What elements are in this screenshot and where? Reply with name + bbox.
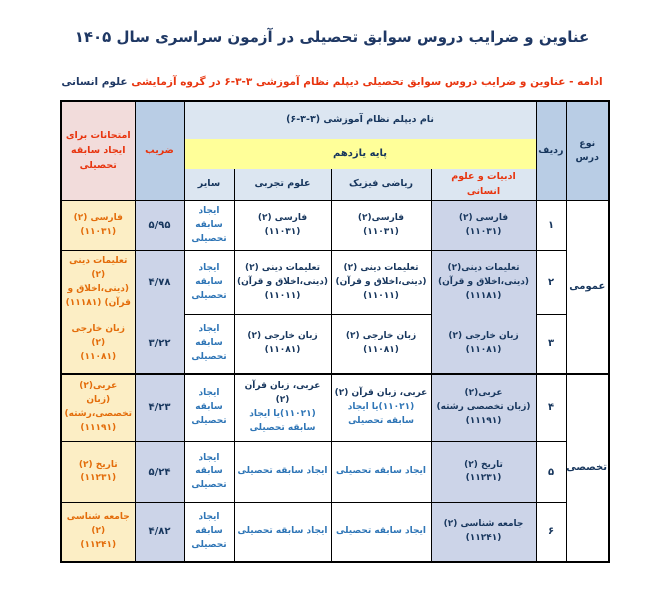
table-row: ۳ زبان خارجی (۲) (۱۱۰۸۱) زبان خارجی (۲) (۱… [60, 314, 609, 375]
subtitle-text: ادامه - عناوین و ضرایب دروس سوابق تحصیلی… [127, 76, 603, 88]
row-number: ۲ [535, 250, 567, 316]
coefficient-cell: ۴/۲۳ [134, 372, 185, 443]
header-exams: امتحانات برای ایجاد سابقه تحصیلی [60, 100, 136, 202]
experimental-cell: عربی، زبان قرآن (۲) (۱۱۰۲۱)یا ایجاد سابقه… [233, 372, 332, 443]
experimental-cell: ایجاد سابقه تحصیلی [233, 502, 332, 563]
course-type-specialized: تخصصی [565, 372, 610, 563]
humanities-cell: زبان خارجی (۲) (۱۱۰۸۱) [430, 314, 537, 375]
other-branch-cell: ایجاد سابقه تحصیلی [183, 372, 235, 443]
humanities-cell: فارسی (۲) (۱۱۰۳۱) [430, 200, 537, 252]
other-branch-cell: ایجاد سابقه تحصیلی [183, 441, 235, 504]
other-branch-cell: ایجاد سابقه تحصیلی [183, 250, 235, 316]
coefficient-cell: ۴/۷۸ [134, 250, 185, 315]
math-physics-cell: عربی، زبان قرآن (۲) (۱۱۰۲۱)یا ایجاد سابقه… [330, 372, 432, 443]
row-number: ۳ [535, 314, 567, 375]
header-row-1: نوع درس ردیف نام دیپلم نظام آموزشی (۳-۳-… [60, 100, 610, 202]
math-physics-cell: ایجاد سابقه تحصیلی [330, 502, 432, 563]
header-grade: پایه یازدهم [183, 139, 537, 169]
table-row: ۵ تاریخ (۲) (۱۱۲۳۱) ایجاد سابقه تحصیلی ایجا… [60, 441, 609, 504]
math-physics-cell-alt: (۱۱۰۲۱)یا ایجاد سابقه تحصیلی [347, 402, 415, 427]
course-type-general: عمومی [565, 200, 610, 375]
math-physics-cell-main: عربی، زبان قرآن (۲) [334, 388, 428, 399]
experimental-cell-alt: (۱۱۰۲۱)یا ایجاد سابقه تحصیلی [249, 409, 316, 434]
header-row-2: پایه یازدهم [61, 139, 609, 169]
header-diploma-name: نام دیپلم نظام آموزشی (۳-۳-۶) [183, 100, 537, 139]
experimental-cell: فارسی (۲) (۱۱۰۳۱) [233, 200, 332, 252]
other-branch-cell: ایجاد سابقه تحصیلی [183, 502, 235, 563]
coefficient-cell: ۴/۸۲ [134, 502, 185, 563]
humanities-cell: جامعه شناسی (۲) (۱۱۲۴۱) [430, 502, 537, 563]
row-number: ۴ [535, 372, 567, 443]
experimental-cell-main: عربی، زبان قرآن (۲) [244, 381, 321, 406]
math-physics-cell: تعلیمات دینی (۲) (دینی،اخلاق و قرآن) (۱۱… [330, 250, 432, 316]
coefficient-cell: ۵/۹۵ [134, 200, 185, 252]
row-number: ۵ [535, 441, 567, 504]
experimental-cell: ایجاد سابقه تحصیلی [233, 441, 332, 504]
header-coefficient: ضریب [134, 100, 185, 202]
humanities-cell: عربی(۲) (زبان تخصصی رشته) (۱۱۱۹۱) [430, 372, 537, 443]
header-row-3: ادبیات و علوم انسانی ریاضی فیزیک علوم تج… [61, 169, 609, 202]
header-course-type: نوع درس [565, 100, 610, 202]
humanities-cell: تعلیمات دینی(۲) (دینی،اخلاق و قرآن) (۱۱۱… [430, 250, 537, 315]
table-row: ۲ تعلیمات دینی(۲) (دینی،اخلاق و قرآن) (۱۱… [60, 250, 609, 316]
humanities-cell: تاریخ (۲) (۱۱۲۳۱) [430, 441, 537, 504]
experimental-cell: زبان خارجی (۲) (۱۱۰۸۱) [233, 314, 332, 375]
row-number: ۶ [535, 502, 567, 563]
coefficient-cell: ۳/۲۲ [134, 314, 185, 375]
exam-subject-cell: فارسی (۲) (۱۱۰۳۱) [60, 200, 136, 252]
subtitle-highlight: علوم انسانی [61, 76, 128, 88]
table-row: عمومی ۱ فارسی (۲) (۱۱۰۳۱) فارسی(۲) (۱۱۰۳۱) ف… [60, 200, 610, 375]
coefficient-cell: ۵/۲۴ [134, 441, 185, 504]
exam-subject-cell: تعلیمات دینی (۲) (دینی،اخلاق و قرآن) (۱۱… [60, 250, 136, 315]
coefficients-table: نوع درس ردیف نام دیپلم نظام آموزشی (۳-۳-… [60, 100, 610, 563]
header-branch-humanities: ادبیات و علوم انسانی [430, 169, 537, 202]
header-branch-other: سایر [183, 169, 235, 202]
header-row-no: ردیف [535, 100, 567, 202]
table-body: عمومی ۱ فارسی (۲) (۱۱۰۳۱) فارسی(۲) (۱۱۰۳۱) ف… [60, 200, 610, 563]
math-physics-cell: فارسی(۲) (۱۱۰۳۱) [330, 200, 432, 252]
other-branch-cell: ایجاد سابقه تحصیلی [183, 314, 235, 375]
math-physics-cell: ایجاد سابقه تحصیلی [330, 441, 432, 504]
exam-subject-cell: تاریخ (۲) (۱۱۲۳۱) [60, 441, 136, 504]
exam-subject-cell: زبان خارجی (۲) (۱۱۰۸۱) [60, 314, 136, 375]
table-header: نوع درس ردیف نام دیپلم نظام آموزشی (۳-۳-… [60, 100, 610, 202]
table-row: ۶ جامعه شناسی (۲) (۱۱۲۴۱) ایجاد سابقه تحصی… [60, 502, 609, 563]
exam-subject-cell: عربی(۲) (زبان تخصصی،رشته) (۱۱۱۹۱) [60, 372, 136, 443]
experimental-cell: تعلیمات دینی (۲) (دینی،اخلاق و قرآن) (۱۱… [233, 250, 332, 316]
row-number: ۱ [535, 200, 567, 252]
table-row: تخصصی ۴ عربی(۲) (زبان تخصصی رشته) (۱۱۱۹۱) ع… [60, 372, 610, 563]
header-branch-experimental: علوم تجربی [233, 169, 332, 202]
exam-subject-cell: جامعه شناسی (۲) (۱۱۲۴۱) [60, 502, 136, 563]
document-page: عناوین و ضرایب دروس سوابق تحصیلی در آزمو… [0, 28, 664, 563]
header-branch-math-physics: ریاضی فیزیک [330, 169, 432, 202]
subtitle: ادامه - عناوین و ضرایب دروس سوابق تحصیلی… [0, 76, 664, 88]
math-physics-cell: زبان خارجی (۲) (۱۱۰۸۱) [330, 314, 432, 375]
other-branch-cell: ایجاد سابقه تحصیلی [183, 200, 235, 252]
page-title: عناوین و ضرایب دروس سوابق تحصیلی در آزمو… [74, 28, 590, 46]
